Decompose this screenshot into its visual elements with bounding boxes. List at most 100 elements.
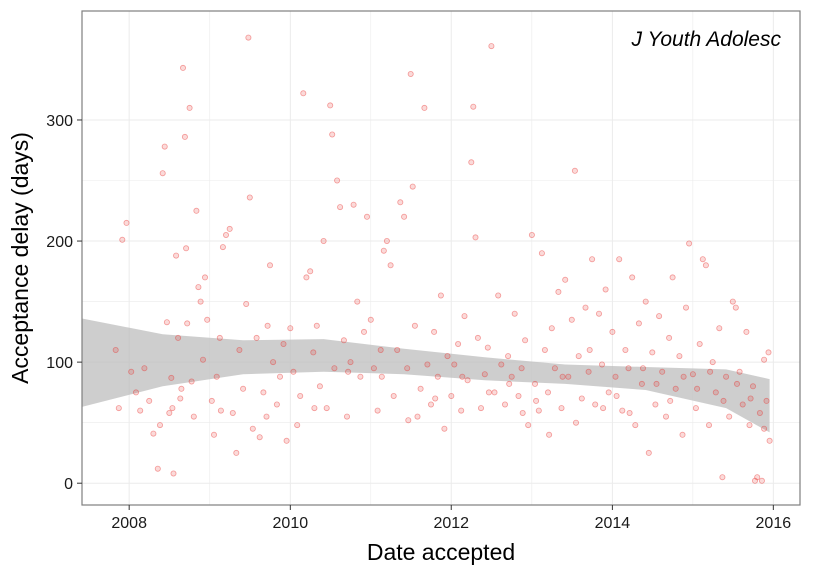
data-point [374,407,381,414]
data-point [177,395,184,402]
data-point [756,409,763,416]
y-axis: 0 100 200 300 [46,113,82,493]
data-point [638,380,645,387]
data-point [640,365,647,372]
data-point [605,389,612,396]
data-point [213,373,220,380]
data-point [498,361,505,368]
data-point [159,170,166,177]
data-point [204,316,211,323]
data-point [559,373,566,380]
data-point [585,368,592,375]
data-point [458,407,465,414]
data-point [441,425,448,432]
data-point [115,405,122,412]
data-point [280,340,287,347]
data-point [706,422,713,429]
data-point [752,477,759,484]
data-point [424,361,431,368]
data-point [383,237,390,244]
data-point [551,365,558,372]
y-tick-label: 100 [46,355,73,372]
data-point [357,373,364,380]
data-point [653,380,660,387]
data-point [663,413,670,420]
data-point [546,431,553,438]
data-point [283,437,290,444]
data-point [485,389,492,396]
data-point [146,397,153,404]
data-point [461,313,468,320]
data-point [260,389,267,396]
data-point [723,373,730,380]
data-point [186,104,193,111]
data-point [702,262,709,269]
data-point [123,219,130,226]
data-point [163,319,170,326]
data-point [746,422,753,429]
data-point [246,194,253,201]
data-point [470,103,477,110]
data-point [331,365,338,372]
data-point [188,378,195,385]
data-point [696,340,703,347]
x-tick-label: 2012 [433,515,469,532]
data-point [276,373,283,380]
data-point [659,368,666,375]
data-point [568,316,575,323]
data-point [592,401,599,408]
data-point [216,334,223,341]
data-point [310,349,317,356]
data-point [625,365,632,372]
data-point [334,177,341,184]
data-point [431,328,438,335]
data-point [409,183,416,190]
y-tick-label: 200 [46,234,73,251]
y-axis-title: Acceptance delay (days) [7,132,33,384]
data-point [297,392,304,399]
data-point [629,274,636,281]
data-point [169,405,176,412]
data-point [586,346,593,353]
data-point [519,409,526,416]
data-point [538,250,545,257]
data-point [508,373,515,380]
data-point [474,334,481,341]
data-point [161,143,168,150]
data-point [758,477,765,484]
data-point [518,365,525,372]
data-point [320,237,327,244]
data-point [686,240,693,247]
data-point [750,383,757,390]
data-point [495,292,502,299]
data-point [626,409,633,416]
data-point [378,373,385,380]
data-point [201,274,208,281]
data-point [132,389,139,396]
data-point [707,368,714,375]
data-point [609,328,616,335]
data-point [600,405,607,412]
data-point [619,407,626,414]
data-point [729,298,736,305]
data-point [761,425,768,432]
data-point [270,359,277,366]
data-point [401,213,408,220]
data-point [119,236,126,243]
data-point [263,413,270,420]
data-point [437,292,444,299]
plot-border [81,10,801,506]
data-point [613,392,620,399]
data-point [432,395,439,402]
data-point [287,325,294,332]
data-point [734,380,741,387]
data-point [345,368,352,375]
data-point [128,368,135,375]
data-point [720,397,727,404]
data-point [459,373,466,380]
data-point [642,298,649,305]
data-point [195,284,202,291]
data-point [743,328,750,335]
data-point [689,371,696,378]
data-point [112,346,119,353]
